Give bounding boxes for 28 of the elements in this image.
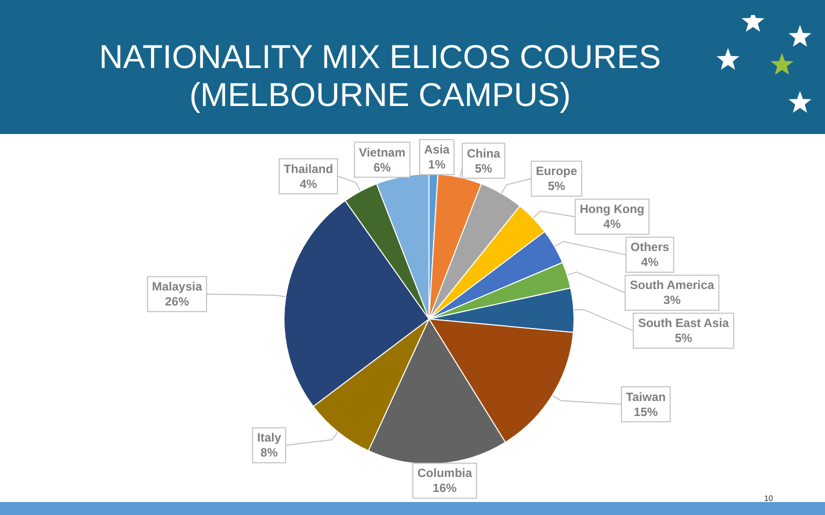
slice-label: Taiwan <box>626 390 666 404</box>
data-label: 4% <box>300 176 318 191</box>
slice-label: Malaysia <box>152 280 202 294</box>
data-label: 8% <box>260 446 278 460</box>
slice-label: China <box>466 146 501 160</box>
data-label: 4% <box>603 217 622 232</box>
slice-label: Others <box>630 240 670 254</box>
data-label: 3% <box>663 293 681 308</box>
data-label: 16% <box>432 481 458 496</box>
slice-label: Italy <box>257 430 282 445</box>
slice-label: South East Asia <box>638 316 730 330</box>
slice-label: South America <box>630 278 714 292</box>
slice-label: Columbia <box>417 466 472 480</box>
slice-label: Thailand <box>284 162 334 176</box>
data-label: 26% <box>165 294 190 309</box>
chart-title: NATIONALITY MIX ELICOS COURES (MELBOURNE CAMPUS) <box>98 38 662 114</box>
data-label: 15% <box>634 404 658 419</box>
slice-label: Hong Kong <box>580 202 644 216</box>
data-label: 5% <box>674 331 693 346</box>
data-label: 5% <box>474 161 493 176</box>
data-label: 4% <box>641 255 659 270</box>
text: 10 <box>764 494 773 503</box>
slice-label: Europe <box>536 164 578 178</box>
slice-label: Vietnam <box>358 145 406 160</box>
data-label: 5% <box>548 179 566 194</box>
data-label: 1% <box>428 158 446 172</box>
slice-label: Asia <box>424 142 450 157</box>
data-label: 6% <box>373 160 392 174</box>
